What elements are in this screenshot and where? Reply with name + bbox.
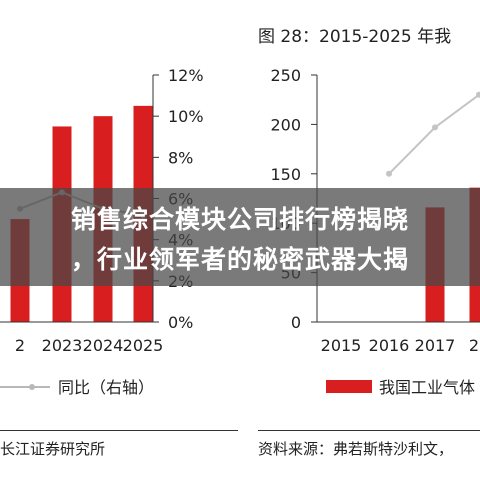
right-x-tick-label: 2016	[369, 336, 410, 355]
right-x-tick-label: 2017	[415, 336, 456, 355]
left-right-axis-tick-label: 0%	[168, 313, 193, 332]
headline-banner: 销售综合模块公司排行榜揭晓 ，行业领军者的秘密武器大揭	[0, 188, 480, 286]
left-right-axis-tick-label: 12%	[168, 66, 204, 85]
right-source-rule	[258, 430, 480, 431]
headline-line-2: ，行业领军者的秘密武器大揭	[70, 245, 409, 274]
right-left-axis-tick-label: 200	[270, 115, 301, 134]
right-trend-point	[432, 124, 438, 131]
left-x-tick-label: 2025	[123, 336, 164, 355]
left-x-tick-label: 2	[15, 336, 25, 355]
left-x-tick-label: 2023	[42, 336, 83, 355]
right-figure-title: 图 28：2015-2025 年我	[258, 27, 452, 47]
right-trend-point	[476, 91, 480, 98]
left-right-axis-tick-label: 10%	[168, 107, 204, 126]
left-legend-point-swatch	[29, 384, 35, 390]
left-source: 长江证券研究所	[0, 440, 106, 458]
right-x-tick-label: 20	[469, 336, 480, 355]
headline-line-1: 销售综合模块公司排行榜揭晓	[70, 205, 409, 234]
right-left-axis-tick-label: 0	[291, 313, 301, 332]
right-trend-point	[386, 170, 392, 177]
right-x-tick-label: 2015	[321, 336, 362, 355]
right-legend-label: 我国工业气体	[379, 378, 475, 397]
left-source-rule	[0, 430, 238, 431]
left-x-tick-label: 2024	[83, 336, 124, 355]
right-legend-bar-swatch	[326, 380, 372, 393]
right-trend-line	[388, 93, 480, 175]
right-source: 资料来源：弗若斯特沙利文，	[258, 440, 454, 458]
left-right-axis-tick-label: 8%	[168, 148, 193, 167]
left-legend-label: 同比（右轴）	[58, 378, 154, 397]
right-left-axis-tick-label: 250	[270, 66, 301, 85]
right-left-axis-tick-label: 150	[270, 165, 301, 184]
